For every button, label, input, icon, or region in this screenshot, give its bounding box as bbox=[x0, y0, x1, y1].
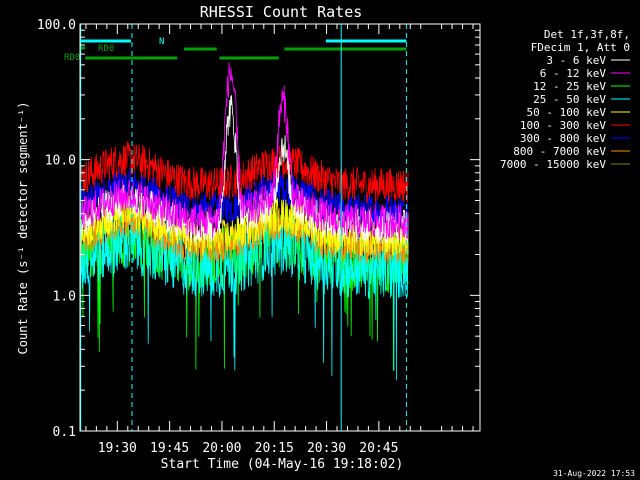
y-tick-label-2: 10.0 bbox=[45, 154, 76, 169]
x-tick-label-1: 19:45 bbox=[150, 441, 189, 456]
x-tick-label-0: 19:30 bbox=[98, 441, 137, 456]
series-line-7 bbox=[79, 203, 409, 264]
series-line-3 bbox=[79, 211, 409, 381]
y-tick-label-1: 1.0 bbox=[53, 289, 76, 304]
series-line-1 bbox=[79, 62, 409, 241]
legend-label-6: 300 - 800 keV bbox=[520, 132, 606, 145]
annotation-1: RD0 bbox=[98, 44, 114, 54]
legend-label-8: 7000 - 15000 keV bbox=[500, 158, 606, 171]
y-tick-label-0: 0.1 bbox=[53, 425, 76, 440]
plot-frame bbox=[79, 23, 481, 432]
chart-title: RHESSI Count Rates bbox=[200, 3, 363, 21]
legend-label-2: 12 - 25 keV bbox=[533, 80, 606, 93]
legend-label-1: 6 - 12 keV bbox=[540, 67, 607, 80]
series-line-5 bbox=[79, 141, 409, 204]
axes: 0.1 1.0 10.0 100.0 19:30 19:45 20:00 20:15 20:30… bbox=[37, 18, 481, 456]
legend-label-3: 25 - 50 keV bbox=[533, 93, 606, 106]
x-axis-label: Start Time (04-May-16 19:18:02) bbox=[161, 457, 404, 472]
annotation-0: N bbox=[159, 37, 164, 47]
annotation-2: RD0 bbox=[64, 53, 80, 63]
y-axis-label: Count Rate (s⁻¹ detector segment⁻¹) bbox=[16, 102, 30, 355]
legend-label-5: 100 - 300 keV bbox=[520, 119, 606, 132]
legend-label-7: 800 - 7000 keV bbox=[513, 145, 606, 158]
data-lines bbox=[79, 62, 409, 381]
legend-label-4: 50 - 100 keV bbox=[527, 106, 607, 119]
x-tick-label-3: 20:15 bbox=[255, 441, 294, 456]
x-tick-label-5: 20:45 bbox=[359, 441, 398, 456]
legend-header-0: Det 1f,3f,8f, bbox=[544, 28, 630, 41]
x-tick-label-2: 20:00 bbox=[202, 441, 241, 456]
legend-label-0: 3 - 6 keV bbox=[546, 54, 606, 67]
footer-timestamp: 31-Aug-2022 17:53 bbox=[553, 469, 635, 478]
legend-header-1: FDecim 1, Att 0 bbox=[531, 41, 630, 54]
x-tick-label-4: 20:30 bbox=[307, 441, 346, 456]
y-tick-label-3: 100.0 bbox=[37, 18, 76, 33]
overlay: N RD0 RD0 bbox=[64, 24, 407, 431]
